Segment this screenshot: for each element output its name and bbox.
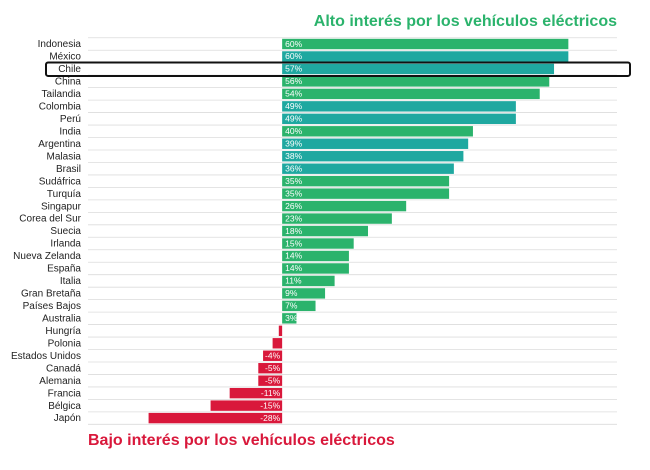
value-label: -28% — [260, 413, 280, 423]
bar — [148, 412, 283, 424]
bar — [282, 313, 297, 324]
bar — [282, 175, 450, 187]
value-label: 23% — [285, 213, 302, 223]
bar — [282, 101, 516, 112]
category-label: Estados Unidos — [11, 351, 81, 362]
bar — [282, 138, 469, 149]
category-label: Irlanda — [50, 239, 81, 250]
value-label: 49% — [285, 114, 302, 124]
category-label: Australia — [42, 313, 81, 324]
bar — [282, 51, 569, 62]
bar — [272, 338, 283, 349]
bar — [282, 288, 326, 299]
category-label: Polonia — [48, 338, 82, 349]
bar — [282, 38, 569, 50]
bar — [278, 325, 283, 337]
bar — [282, 151, 464, 162]
value-label: 60% — [285, 51, 302, 61]
value-label: 54% — [285, 89, 302, 99]
category-label: Indonesia — [38, 39, 82, 50]
value-label: 14% — [285, 263, 302, 273]
bar — [258, 375, 283, 386]
bar — [210, 400, 283, 411]
bar — [282, 213, 392, 224]
bar — [282, 113, 516, 125]
bar — [282, 63, 555, 75]
value-label: 11% — [285, 276, 302, 286]
category-label: Hungría — [45, 326, 81, 337]
bar — [282, 200, 407, 212]
bar — [282, 76, 550, 87]
value-label: 60% — [285, 39, 302, 49]
category-label: China — [55, 77, 82, 88]
category-label: Bélgica — [48, 401, 81, 412]
bar — [263, 350, 283, 361]
category-label: Nueva Zelanda — [13, 251, 81, 262]
bar — [282, 88, 540, 100]
category-label: Japón — [54, 413, 81, 424]
value-label: 57% — [285, 64, 302, 74]
category-label: Canadá — [46, 363, 81, 374]
value-label: 40% — [285, 126, 302, 136]
value-label: 35% — [285, 188, 302, 198]
bar — [229, 387, 283, 399]
value-label: 9% — [285, 288, 298, 298]
bar — [282, 263, 349, 274]
category-label: Malasia — [47, 151, 82, 162]
category-label: Francia — [48, 388, 82, 399]
category-label: España — [47, 264, 81, 275]
category-label: Países Bajos — [23, 301, 81, 312]
bar — [282, 300, 316, 312]
chart-title: Alto interés por los vehículos eléctrico… — [314, 13, 617, 30]
value-label: 56% — [285, 76, 302, 86]
value-label: -4% — [265, 351, 281, 361]
category-label: Suecia — [50, 226, 81, 237]
category-label: Singapur — [41, 201, 82, 212]
chart-subtitle: Bajo interés por los vehículos eléctrico… — [88, 432, 395, 449]
value-label: 3% — [285, 313, 298, 323]
bar — [282, 275, 335, 287]
bar — [258, 363, 283, 374]
category-label: Chile — [58, 64, 81, 75]
value-label: 26% — [285, 201, 302, 211]
category-label: Turquía — [47, 189, 82, 200]
value-label: 15% — [285, 238, 302, 248]
bar — [282, 126, 473, 137]
value-label: -15% — [260, 400, 280, 410]
bar — [282, 250, 349, 262]
category-label: Gran Bretaña — [21, 289, 81, 300]
value-label: -5% — [265, 375, 281, 385]
bar — [282, 225, 369, 237]
category-label: Argentina — [38, 139, 81, 150]
category-label: Perú — [60, 114, 81, 125]
category-label: Corea del Sur — [19, 214, 81, 225]
value-label: 39% — [285, 139, 302, 149]
value-label: 7% — [285, 301, 298, 311]
value-label: -11% — [261, 388, 281, 398]
bar — [282, 238, 354, 249]
value-label: -5% — [265, 363, 281, 373]
value-label: 38% — [285, 151, 302, 161]
value-label: 35% — [285, 176, 302, 186]
value-label: 18% — [285, 226, 302, 236]
highlight-box — [45, 61, 631, 77]
value-label: 49% — [285, 101, 302, 111]
category-label: Sudáfrica — [39, 176, 82, 187]
category-label: Colombia — [39, 101, 82, 112]
category-label: Brasil — [56, 164, 81, 175]
category-label: Italia — [60, 276, 82, 287]
category-label: India — [59, 126, 81, 137]
value-label: 36% — [285, 163, 302, 173]
bar — [282, 163, 454, 174]
value-label: 14% — [285, 251, 302, 261]
bar — [282, 188, 450, 199]
category-label: Alemania — [39, 376, 81, 387]
category-label: Tailandia — [42, 89, 82, 100]
category-label: México — [49, 52, 81, 63]
